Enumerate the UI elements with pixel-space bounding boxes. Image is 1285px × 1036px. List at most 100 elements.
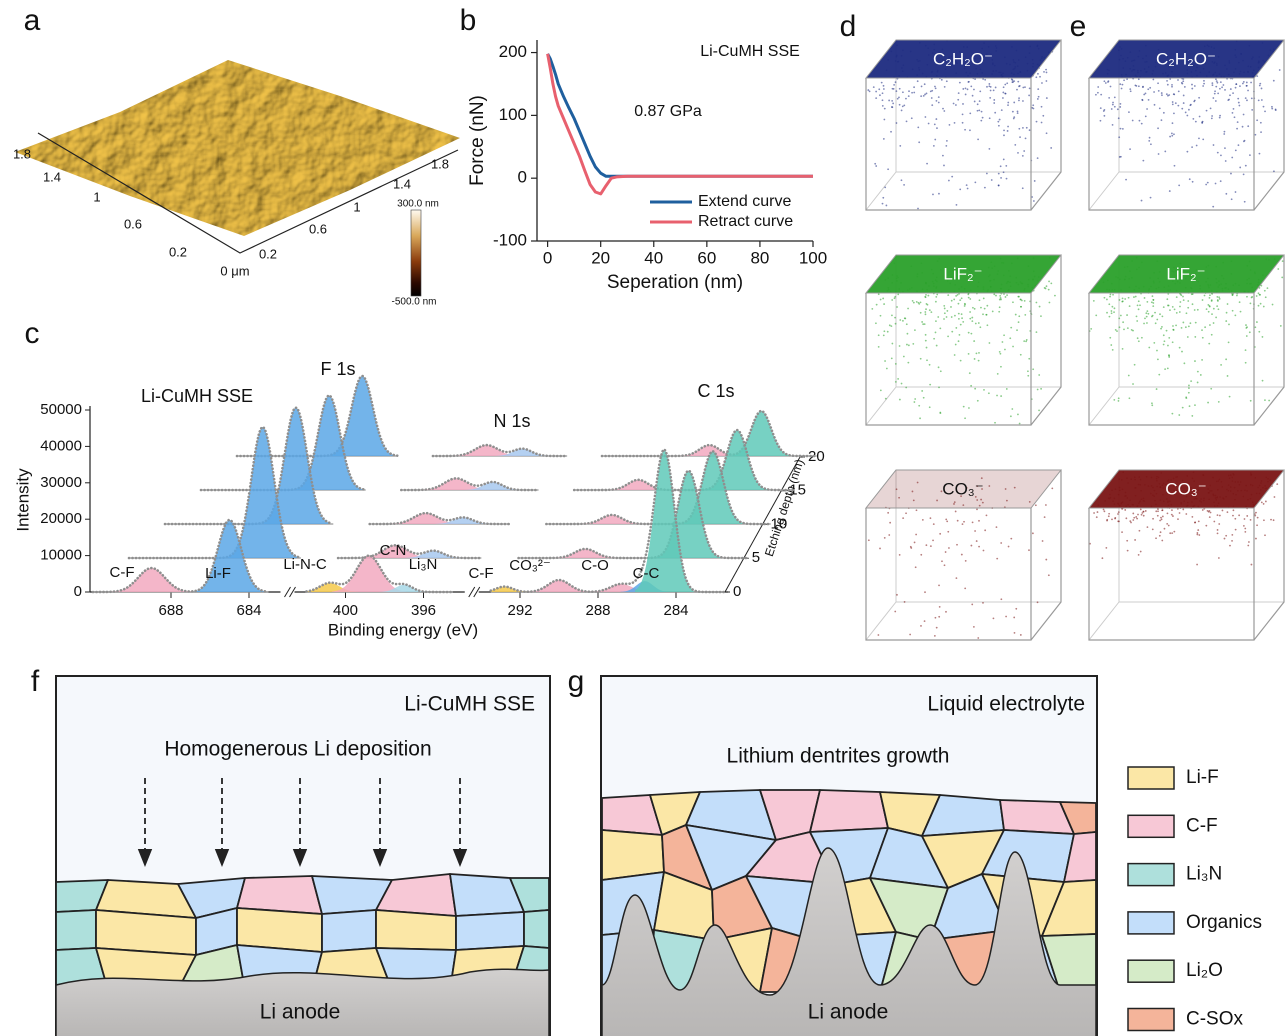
ion-dot xyxy=(1206,308,1208,310)
ion-dot xyxy=(1015,608,1017,610)
ion-dot xyxy=(1171,532,1173,534)
ion-dot xyxy=(1138,308,1140,310)
ion-dot xyxy=(1191,88,1193,90)
ion-dot xyxy=(892,88,894,90)
ion-dot xyxy=(962,88,964,90)
ion-dot xyxy=(1027,370,1029,372)
x-tick-label: 80 xyxy=(750,248,769,267)
ion-dot xyxy=(934,123,936,125)
ion-dot xyxy=(1146,310,1148,312)
ion-dot xyxy=(1019,136,1021,138)
ion-dot xyxy=(1007,102,1009,104)
ion-dot xyxy=(1219,515,1221,517)
ion-dot xyxy=(1003,134,1005,136)
ion-dot xyxy=(1184,86,1186,88)
ion-dot xyxy=(979,326,981,328)
ion-dot xyxy=(889,324,891,326)
ion-dot xyxy=(1096,516,1098,518)
ion-dot xyxy=(1109,296,1111,298)
ion-dot xyxy=(1147,526,1149,528)
legend-swatch xyxy=(1128,1009,1174,1031)
ion-dot xyxy=(943,110,945,112)
ion-dot xyxy=(903,356,905,358)
ion-dot xyxy=(1186,151,1188,153)
ion-dot xyxy=(894,317,896,319)
ion-dot xyxy=(1182,407,1184,409)
ion-dot xyxy=(1164,151,1166,153)
z-axis-label: Etching depth (nm) xyxy=(762,457,807,558)
ion-dot xyxy=(1240,311,1242,313)
ion-dot xyxy=(1010,415,1012,417)
ion-dot xyxy=(899,88,901,90)
ion-dot xyxy=(1224,538,1226,540)
ion-dot xyxy=(968,407,970,409)
ion-dot xyxy=(899,554,901,556)
ion-dot xyxy=(1215,317,1217,319)
ion-dot xyxy=(1276,483,1278,485)
ion-dot xyxy=(920,625,922,627)
ion-dot xyxy=(1210,512,1212,514)
ion-dot xyxy=(996,526,998,528)
ion-dot xyxy=(1219,298,1221,300)
ion-dot xyxy=(868,539,870,541)
ion-dot xyxy=(988,85,990,87)
ion-dot xyxy=(1042,540,1044,542)
ion-dot xyxy=(975,323,977,325)
ion-dot xyxy=(970,85,972,87)
ion-dot xyxy=(921,86,923,88)
ion-dot xyxy=(999,119,1001,121)
ion-dot xyxy=(931,97,933,99)
ion-dot xyxy=(1104,510,1106,512)
ion-dot xyxy=(1196,145,1198,147)
ion-dot xyxy=(1112,104,1114,106)
ion-dot xyxy=(1264,290,1266,292)
ion-dot xyxy=(960,324,962,326)
ion-dot xyxy=(1223,84,1225,86)
ion-dot xyxy=(959,82,961,84)
ion-dot xyxy=(1228,324,1230,326)
ion-dot xyxy=(891,106,893,108)
ion-dot xyxy=(887,331,889,333)
ion-dot xyxy=(880,315,882,317)
ion-dot xyxy=(877,634,879,636)
ion-dot xyxy=(1152,302,1154,304)
ion-dot xyxy=(1157,510,1159,512)
x-tick-label: 400 xyxy=(333,602,358,619)
ion-dot xyxy=(1012,79,1014,81)
ion-dot xyxy=(1141,337,1143,339)
ion-dot xyxy=(1197,382,1199,384)
ion-dot xyxy=(1167,367,1169,369)
ion-dot xyxy=(1259,85,1261,87)
ion-dot xyxy=(1227,375,1229,377)
ion-dot xyxy=(1189,322,1191,324)
ion-dot xyxy=(1185,513,1187,515)
ion-dot xyxy=(1109,337,1111,339)
ion-dot xyxy=(1024,314,1026,316)
ion-dot xyxy=(895,81,897,83)
ion-dot xyxy=(958,303,960,305)
legend-swatch xyxy=(1128,815,1174,837)
ion-dot xyxy=(995,295,997,297)
ion-dot xyxy=(1194,336,1196,338)
ion-dot xyxy=(914,398,916,400)
ion-dot xyxy=(1002,97,1004,99)
ion-dot xyxy=(1213,308,1215,310)
ion-dot xyxy=(1017,112,1019,114)
ion-dot xyxy=(1161,94,1163,96)
ion-dot xyxy=(983,389,985,391)
ion-dot xyxy=(1122,128,1124,130)
ion-dot xyxy=(1168,337,1170,339)
ion-dot xyxy=(933,145,935,147)
ion-dot xyxy=(891,358,893,360)
ion-dot xyxy=(1179,311,1181,313)
ion-dot xyxy=(1244,528,1246,530)
ion-dot xyxy=(1163,306,1165,308)
ion-dot xyxy=(1150,197,1152,199)
ion-dot xyxy=(1198,520,1200,522)
ion-dot xyxy=(1243,525,1245,527)
ion-dot xyxy=(1106,299,1108,301)
ion-dot xyxy=(1114,518,1116,520)
ion-dot xyxy=(934,86,936,88)
ion-dot xyxy=(1172,122,1174,124)
ion-dot xyxy=(1181,351,1183,353)
